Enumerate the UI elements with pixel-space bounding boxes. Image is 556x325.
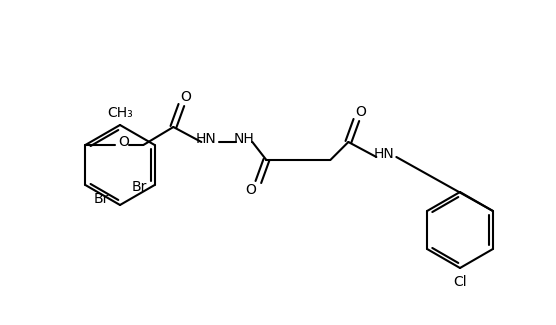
Text: O: O xyxy=(180,90,191,104)
Text: O: O xyxy=(118,135,129,149)
Text: NH: NH xyxy=(234,132,255,146)
Text: CH₃: CH₃ xyxy=(107,106,133,120)
Text: O: O xyxy=(355,105,366,119)
Text: O: O xyxy=(245,183,256,197)
Text: Cl: Cl xyxy=(453,275,467,289)
Text: HN: HN xyxy=(196,132,217,146)
Text: Br: Br xyxy=(93,192,109,206)
Text: Br: Br xyxy=(131,180,147,194)
Text: HN: HN xyxy=(374,147,395,161)
